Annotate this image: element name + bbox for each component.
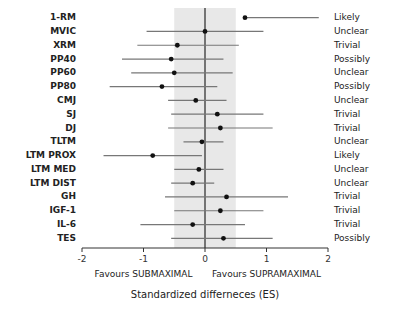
right-label: Possibly (334, 233, 371, 243)
right-label: Trivial (333, 205, 360, 215)
right-label: Unclear (334, 95, 369, 105)
category-label: PP60 (50, 67, 76, 77)
category-label: SJ (66, 109, 76, 119)
point-estimate (200, 139, 205, 144)
point-estimate (160, 84, 165, 89)
point-estimate (224, 195, 229, 200)
x-axis-label: Standardized differneces (ES) (131, 289, 279, 300)
right-label: Unclear (334, 67, 369, 77)
point-estimate (203, 29, 208, 34)
point-estimate (221, 236, 226, 241)
labels: 1-RM Likely MVIC Unclear XRM Trivial PP40 Possi… (26, 12, 371, 243)
category-label: LTM MED (31, 164, 76, 174)
right-label: Unclear (334, 26, 369, 36)
category-label: LTM DIST (30, 178, 77, 188)
point-estimate (193, 98, 198, 103)
right-label: Trivial (333, 219, 360, 229)
point-estimate (175, 43, 180, 48)
right-label: Likely (334, 150, 360, 160)
point-estimate (169, 57, 174, 62)
category-label: XRM (53, 40, 76, 50)
right-label: Unclear (334, 164, 369, 174)
forest-plot: 1-RM Likely MVIC Unclear XRM Trivial PP40 Possi… (0, 0, 400, 325)
right-label: Trivial (333, 109, 360, 119)
right-label: Possibly (334, 54, 371, 64)
point-estimate (218, 126, 223, 131)
category-label: CMJ (57, 95, 76, 105)
point-estimate (218, 208, 223, 213)
tick (82, 248, 83, 252)
category-label: MVIC (50, 26, 76, 36)
confidence-interval (131, 72, 232, 73)
tick (266, 248, 267, 252)
annotation: Favours SUPRAMAXIMAL (212, 269, 321, 279)
category-label: IGF-1 (49, 205, 76, 215)
category-label: PP80 (50, 81, 76, 91)
category-label: 1-RM (50, 12, 76, 22)
tick-label: -2 (78, 254, 87, 264)
point-estimate (215, 112, 220, 117)
x-axis: -2 -1 0 1 2 (78, 248, 331, 264)
right-label: Trivial (333, 123, 360, 133)
plot-area (104, 8, 319, 248)
confidence-interval (245, 17, 319, 18)
category-label: TLTM (51, 136, 77, 146)
category-label: PP40 (50, 54, 76, 64)
tick-label: 1 (264, 254, 270, 264)
category-label: DJ (65, 123, 76, 133)
tick-label: 0 (202, 254, 208, 264)
point-estimate (150, 153, 155, 158)
tick-label: -1 (139, 254, 148, 264)
right-label: Trivial (333, 191, 360, 201)
tick-label: 2 (325, 254, 331, 264)
category-label: IL-6 (57, 219, 76, 229)
confidence-interval (137, 45, 238, 46)
point-estimate (172, 70, 177, 75)
category-label: TES (57, 233, 76, 243)
right-label: Unclear (334, 136, 369, 146)
right-label: Likely (334, 12, 360, 22)
tick (328, 248, 329, 252)
point-estimate (190, 181, 195, 186)
right-label: Unclear (334, 178, 369, 188)
annotation: Favours SUBMAXIMAL (95, 269, 193, 279)
right-label: Possibly (334, 81, 371, 91)
point-estimate (243, 15, 248, 20)
right-label: Trivial (333, 40, 360, 50)
point-estimate (190, 222, 195, 227)
category-label: GH (61, 191, 76, 201)
tick (143, 248, 144, 252)
tick (205, 248, 206, 252)
category-label: LTM PROX (26, 150, 76, 160)
point-estimate (196, 167, 201, 172)
